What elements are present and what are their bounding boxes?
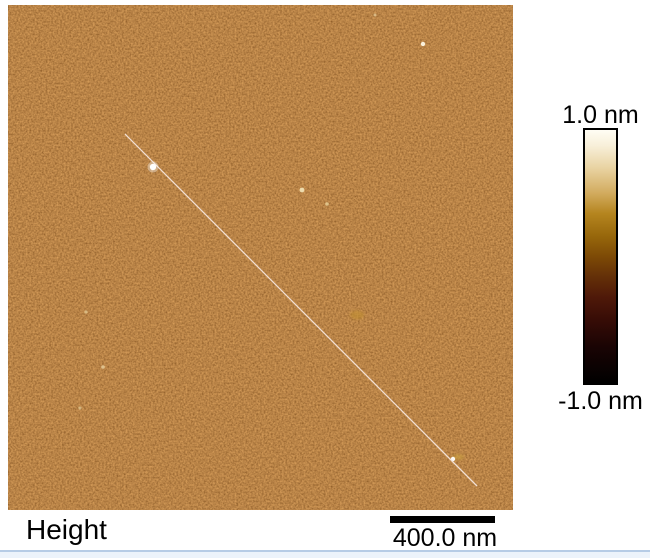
afm-image-svg: [8, 5, 513, 510]
surface-particle: [78, 406, 82, 410]
window-edge-divider: [0, 550, 650, 552]
colorbar-gradient: [583, 128, 618, 385]
surface-particle: [373, 13, 377, 17]
surface-particle: [420, 41, 426, 47]
surface-particle: [299, 187, 305, 193]
scale-bar-label: 400.0 nm: [392, 524, 498, 552]
afm-noise-texture: [8, 5, 513, 510]
section-line[interactable]: [124, 133, 478, 487]
afm-image-panel[interactable]: [8, 5, 513, 510]
colorbar-min-label: -1.0 nm: [558, 387, 643, 415]
colorbar-max-label: 1.0 nm: [562, 101, 639, 129]
surface-particle: [101, 365, 105, 369]
channel-label: Height: [26, 514, 107, 545]
afm-surface-features: [78, 13, 464, 462]
surface-particle: [325, 202, 329, 206]
section-marker[interactable]: [149, 163, 157, 171]
scale-bar: [390, 516, 495, 523]
surface-particle: [350, 310, 364, 320]
surface-particle: [84, 310, 88, 314]
window-edge-strip: [0, 552, 650, 558]
